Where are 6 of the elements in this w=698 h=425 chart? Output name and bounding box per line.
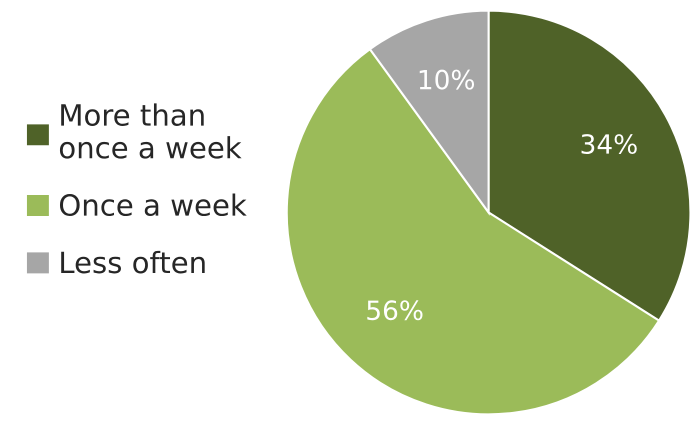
legend-label: Once a week bbox=[60, 193, 247, 216]
legend-label: Less often bbox=[61, 250, 205, 274]
data-label: 10% bbox=[420, 70, 474, 90]
legend-label: More than once a week bbox=[60, 103, 242, 159]
data-label: 34% bbox=[582, 134, 637, 154]
data-label: 56% bbox=[367, 300, 422, 320]
